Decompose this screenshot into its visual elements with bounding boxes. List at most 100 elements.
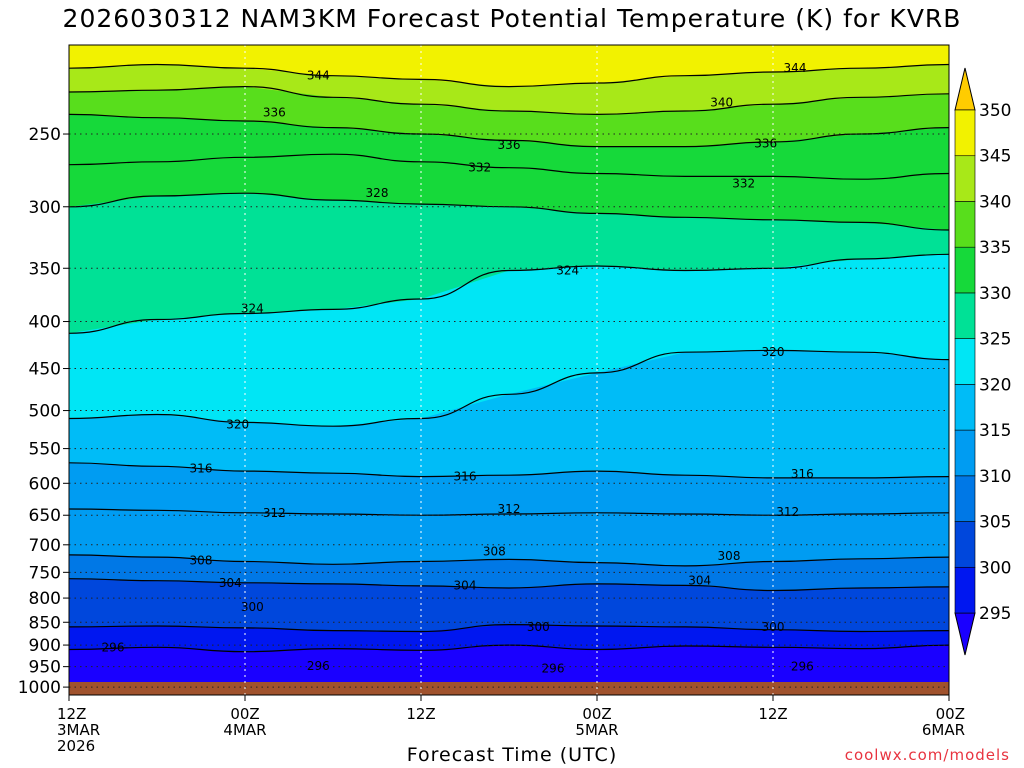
x-tick-label: 4MAR [223,721,266,739]
y-tick-label: 350 [29,259,61,279]
contour-label: 344 [784,61,807,75]
y-tick-label: 850 [29,613,61,633]
contour-label: 336 [754,136,777,150]
grid-lines [69,45,949,695]
contour-label: 320 [226,418,249,432]
colorbar-segment [954,566,976,614]
contour-label: 308 [718,549,741,563]
contour-label: 296 [102,640,125,654]
y-tick-label: 900 [29,636,61,656]
colorbar-segment [954,338,976,385]
x-tick-label: 12Z [406,705,435,723]
colorbar-segment [954,429,976,477]
y-tick-label: 550 [29,440,61,460]
contour-label: 344 [307,69,330,83]
contour-label: 312 [263,506,286,520]
contour-label: 336 [498,138,521,152]
y-tick-label: 300 [29,198,61,218]
contour-label: 296 [307,659,330,673]
isentrope-312 [69,508,949,516]
band-fill [69,45,949,87]
contour-label: 300 [527,620,550,634]
colorbar-label: 325 [979,330,1011,350]
colorbar-segment [954,521,976,568]
contour-label: 308 [483,545,506,559]
isentrope-340 [69,85,949,116]
contour-label: 296 [542,662,565,676]
colorbar-label: 300 [979,558,1011,578]
x-tick-label: 6MAR [922,721,965,739]
colorbar-label: 350 [979,101,1011,121]
contour-label: 324 [556,264,579,278]
contour-label: 316 [190,461,213,475]
colorbar-label: 310 [979,467,1011,487]
x-tick-label: 3MAR [57,721,100,739]
isentrope-lines [69,63,949,653]
isentrope-308 [69,554,949,567]
x-tick-label: 5MAR [575,721,618,739]
colorbar-segment [954,201,976,248]
credit-text: coolwx.com/models [844,746,1010,764]
contour-label: 340 [710,95,733,109]
colorbar-label: 305 [979,513,1011,533]
y-tick-label: 250 [29,125,61,145]
colorbar-label: 335 [979,238,1011,258]
colorbar: 295 300 305 310 315 320 325 330 335 340 345 350 [954,67,1011,656]
isentrope-324 [69,253,949,334]
colorbar-label: 345 [979,147,1011,167]
colorbar-segment [954,155,976,202]
y-axis: 250 300 350 400 450 500 550 600 650 700 750 800 850 9… [18,125,69,698]
plot-frame [68,44,950,696]
contour-label: 304 [219,576,242,590]
contour-label: 300 [762,620,785,634]
colorbar-label: 320 [979,375,1011,395]
isentrope-316 [69,462,949,479]
isentrope-320 [69,349,949,427]
isentrope-304 [69,578,949,592]
y-tick-label: 650 [29,506,61,526]
contour-label: 316 [454,470,477,484]
y-tick-label: 750 [29,563,61,583]
contour-label: 312 [498,502,521,516]
colorbar-triangle-high [954,67,976,111]
x-tick-label: 12Z [57,705,86,723]
y-tick-label: 700 [29,536,61,556]
colorbar-segment [954,292,976,339]
contour-label: 324 [241,301,264,315]
colorbar-segment [954,109,976,157]
contour-label: 300 [241,600,264,614]
contour-label: 304 [454,578,477,592]
colorbar-segment [954,384,976,431]
colorbar-label: 340 [979,192,1011,212]
x-axis-title: Forecast Time (UTC) [406,744,618,766]
contour-label: 328 [366,186,389,200]
x-tick-label: 00Z [582,705,611,723]
contour-label: 304 [688,574,711,588]
x-tick-label: 2026 [57,737,95,755]
contour-label: 336 [263,106,286,120]
contour-label: 312 [776,505,799,519]
isentrope-336 [69,113,949,148]
contour-label: 332 [732,176,755,190]
isentrope-300 [69,623,949,633]
y-tick-label: 500 [29,402,61,422]
y-tick-label: 400 [29,313,61,333]
x-tick-label: 00Z [936,705,965,723]
contour-labels: 344 344 336 340 336 336 332 332 328 324 324 320 320 3… [102,61,814,675]
x-tick-label: 00Z [230,705,259,723]
colorbar-label: 315 [979,421,1011,441]
chart-title: 2026030312 NAM3KM Forecast Potential Tem… [62,4,962,33]
colorbar-segment [954,475,976,522]
surface-strip [69,682,949,695]
contour-label: 332 [468,161,491,175]
color-fill-bands [69,45,949,695]
y-tick-label: 600 [29,474,61,494]
isentrope-344 [69,63,949,88]
contour-label: 320 [762,345,785,359]
contour-label: 308 [190,553,213,567]
contour-label: 296 [791,660,814,674]
colorbar-label: 295 [979,604,1011,624]
y-tick-label: 1000 [18,678,61,698]
